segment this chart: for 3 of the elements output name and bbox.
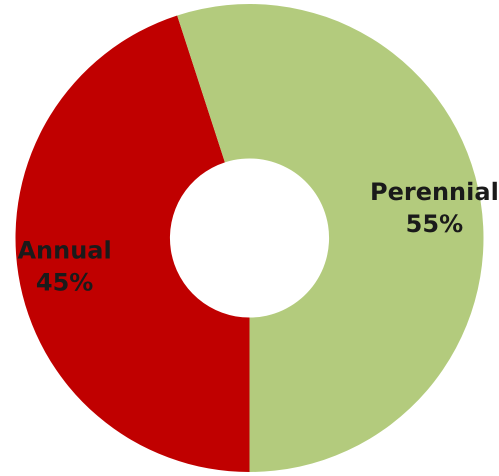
data-label: 55% bbox=[406, 210, 464, 238]
slice-label: Annual bbox=[17, 236, 112, 265]
data-label: 45% bbox=[36, 268, 94, 297]
